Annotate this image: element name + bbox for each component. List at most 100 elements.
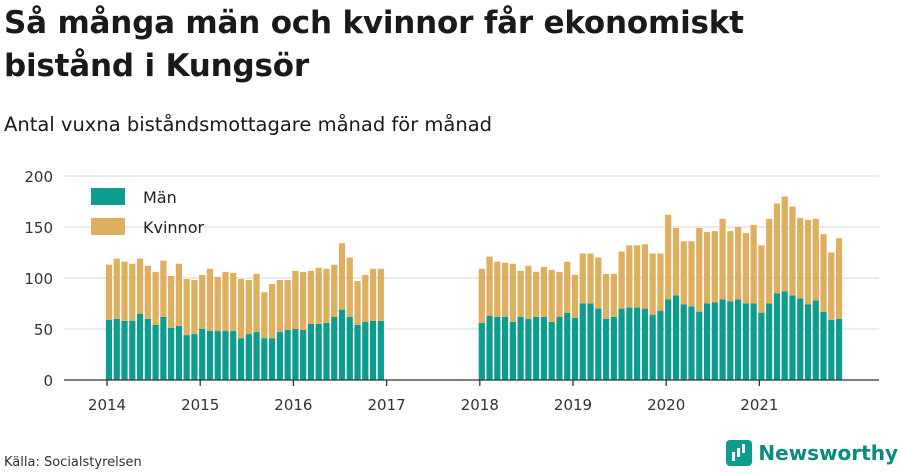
bar-men: [199, 329, 206, 380]
bar-men: [696, 311, 703, 380]
bar-women: [835, 238, 843, 319]
bar-women: [144, 265, 151, 319]
bar-men: [144, 318, 151, 380]
bar-women: [703, 232, 711, 304]
bar-women: [735, 227, 742, 300]
bar-women: [354, 281, 361, 325]
bar-women: [727, 231, 734, 302]
bar-women: [789, 206, 796, 296]
bar-men: [758, 312, 765, 380]
bar-women: [338, 243, 346, 310]
bar-men: [711, 302, 718, 380]
source-note: Källa: Socialstyrelsen: [4, 455, 142, 470]
bar-men: [525, 318, 532, 380]
bar-women: [362, 274, 369, 322]
bar-women: [284, 280, 291, 331]
bar-men: [230, 331, 237, 380]
bar-men: [160, 316, 167, 380]
bar-women: [579, 253, 586, 304]
bar-women: [571, 274, 579, 318]
bar-women: [610, 273, 617, 317]
bar-women: [797, 217, 804, 299]
bar-women: [820, 234, 827, 312]
bar-men: [222, 331, 229, 380]
bar-men: [377, 320, 384, 380]
bar-women: [261, 292, 268, 339]
bar-men: [517, 316, 524, 380]
chart-subtitle: Antal vuxna biståndsmottagare månad för …: [4, 113, 493, 136]
bar-women: [758, 245, 765, 313]
bar-women: [168, 275, 175, 328]
bar-men: [587, 303, 594, 380]
bar-chart-icon: [726, 440, 753, 466]
bar-women: [245, 280, 252, 335]
bar-women: [300, 271, 307, 331]
bar-women: [206, 268, 214, 332]
bar-men: [346, 316, 353, 380]
bar-women: [680, 241, 687, 305]
x-tick-label: 2021: [740, 396, 778, 414]
legend-women-swatch: [91, 218, 125, 235]
chart-title: Så många män och kvinnor får ekonomiskt …: [4, 5, 744, 84]
bar-men: [331, 316, 338, 380]
bar-men: [175, 325, 182, 380]
bar-women: [129, 263, 136, 321]
bar-men: [649, 314, 656, 380]
bar-women: [346, 257, 353, 317]
bar-men: [478, 322, 485, 380]
x-tick-label: 2018: [461, 396, 499, 414]
bar-men: [773, 293, 781, 380]
bar-men: [354, 324, 361, 380]
bar-women: [533, 271, 540, 317]
bar-men: [618, 308, 625, 380]
bar-women: [634, 245, 641, 308]
bar-men: [789, 295, 796, 380]
bar-women: [136, 258, 144, 314]
bar-men: [121, 320, 128, 380]
bar-women: [121, 261, 128, 321]
y-tick-label: 100: [24, 270, 53, 288]
x-tick-label: 2017: [368, 396, 406, 414]
bar-men: [300, 330, 307, 380]
bar-men: [703, 303, 711, 380]
bar-women: [331, 264, 338, 317]
bar-women: [105, 264, 113, 320]
bar-men: [502, 316, 509, 380]
bar-women: [587, 253, 594, 304]
bar-men: [338, 309, 346, 380]
bar-women: [766, 218, 773, 304]
bar-men: [727, 301, 734, 380]
bar-women: [486, 256, 493, 316]
x-tick-label: 2014: [88, 396, 126, 414]
bar-women: [230, 272, 237, 332]
bar-men: [641, 308, 648, 380]
bar-men: [820, 311, 827, 380]
x-tick-label: 2015: [181, 396, 219, 414]
bar-men: [152, 324, 159, 380]
bar-men: [626, 307, 633, 380]
bar-women: [711, 231, 718, 303]
bar-men: [284, 330, 291, 380]
bar-men: [742, 303, 749, 380]
brand-name: Newsworthy: [758, 441, 898, 465]
legend-men-swatch: [91, 188, 125, 205]
legend-men-label: Män: [143, 188, 177, 207]
bar-women: [494, 261, 501, 317]
bar-women: [502, 262, 509, 317]
bar-women: [602, 273, 610, 319]
bar-men: [828, 319, 835, 380]
bar-women: [828, 252, 835, 320]
bar-women: [160, 260, 167, 317]
bar-women: [478, 268, 485, 323]
bar-women: [657, 253, 664, 311]
bar-women: [517, 270, 524, 317]
bar-women: [113, 258, 120, 319]
bar-men: [680, 304, 687, 380]
bar-men: [214, 331, 221, 380]
bar-men: [665, 299, 672, 380]
brand-logo: Newsworthy: [726, 440, 898, 466]
bar-men: [556, 316, 563, 380]
bar-women: [253, 273, 260, 333]
y-tick-label: 0: [43, 372, 53, 390]
bar-men: [245, 334, 252, 380]
